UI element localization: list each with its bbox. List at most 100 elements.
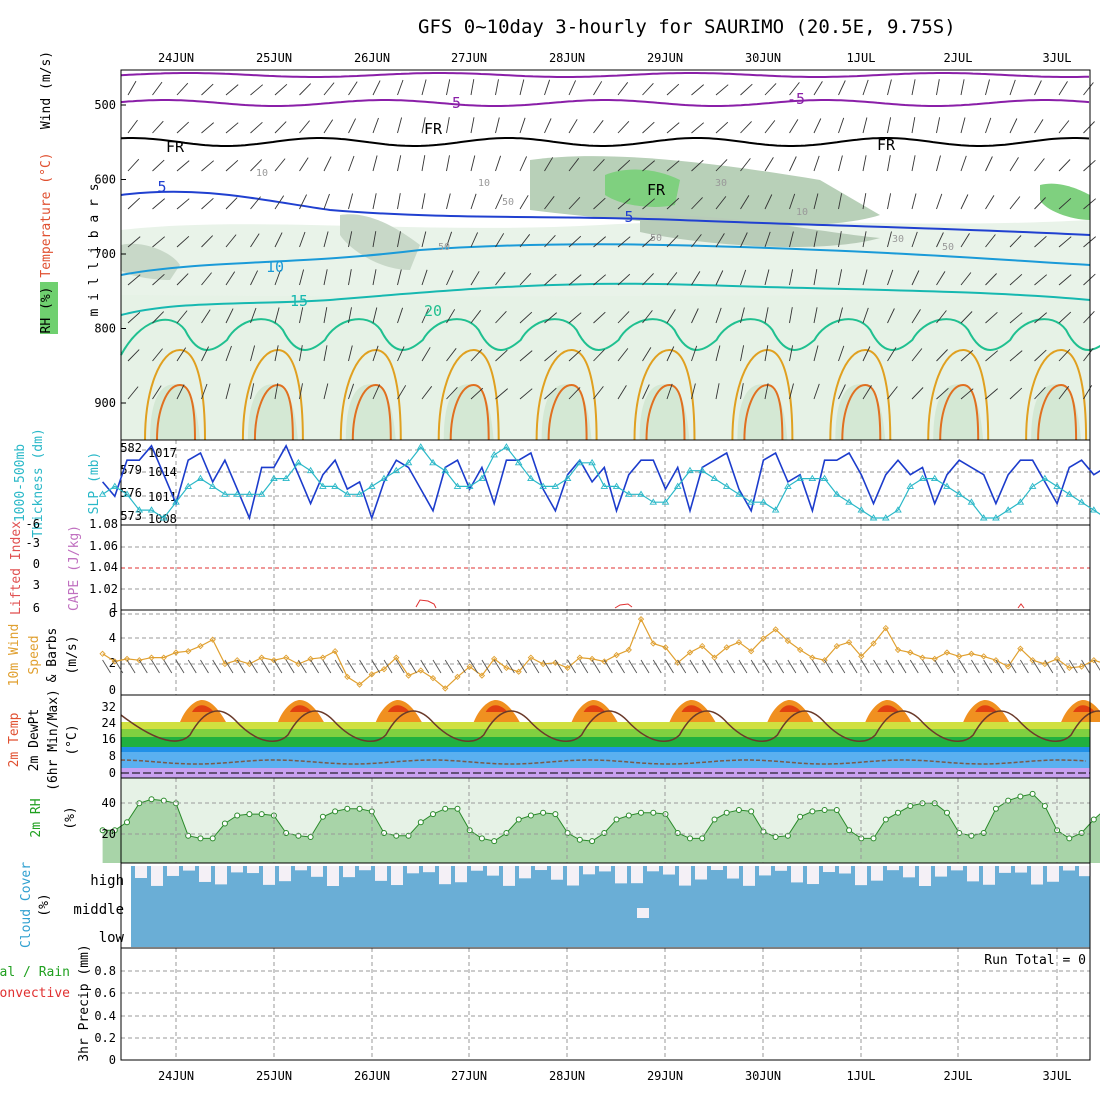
wind-speed-point [331, 648, 339, 655]
rh-point [723, 809, 730, 816]
wind-barb [593, 120, 604, 134]
wind-barb [519, 388, 533, 400]
wind-barb [1083, 121, 1095, 134]
contour-label: 10 [478, 178, 490, 189]
cloud-gap [247, 866, 259, 874]
cloud-gap [407, 866, 419, 874]
wind-speed-point [405, 672, 412, 679]
run-total: Run Total = 0 [984, 953, 1086, 968]
wind-barb [152, 159, 165, 172]
wind-barb [887, 117, 892, 134]
thickness-point [869, 514, 878, 521]
wind-barb [789, 383, 794, 400]
wind-barb [236, 659, 246, 674]
thickness-point [600, 482, 609, 489]
thickness-point [441, 466, 450, 474]
temp-band-hot [975, 705, 998, 712]
wind-barb [544, 312, 557, 324]
bottom-date-label: 25JUN [256, 1069, 292, 1083]
thickness-point [673, 482, 682, 489]
wind-barb [838, 384, 846, 400]
chart-title: GFS 0~10day 3-hourly for SAURIMO (20.5E,… [418, 16, 956, 38]
wind-barb [836, 659, 846, 674]
pressure-axis-label: m i l l i b a r s [87, 183, 102, 316]
thickness-point [245, 490, 254, 497]
wind-barb [1009, 79, 1016, 96]
wind-barb [1009, 273, 1023, 286]
rh-point [197, 835, 204, 842]
wind-barb [1081, 659, 1090, 674]
wind-barb [862, 346, 871, 362]
wind-barb [397, 346, 405, 362]
wind-barb [495, 349, 508, 362]
wind-speed-point [442, 685, 449, 692]
rh-point [246, 811, 253, 818]
wind-barb [838, 345, 845, 362]
wind-barb [715, 270, 724, 286]
thickness-point [282, 474, 290, 482]
wind-barb [446, 155, 450, 172]
wind-barb [862, 307, 869, 324]
rh-point [234, 812, 241, 819]
rh-point [1078, 830, 1085, 836]
wind-barb [887, 308, 895, 324]
cloud-gap [263, 866, 275, 885]
wind-speed-point [833, 642, 840, 650]
wind-barb [249, 659, 258, 674]
cloud-gap [631, 866, 643, 884]
wind-barb [1044, 659, 1054, 674]
wind-barb [813, 345, 819, 362]
wind-speed-point [662, 644, 669, 651]
wind-barb [348, 81, 358, 96]
cloud-gap [231, 866, 243, 873]
wind-barb [1020, 659, 1029, 674]
wind-barb [446, 309, 456, 324]
wind-speed-point [931, 655, 938, 663]
thickness-point [502, 443, 511, 450]
wind-barb [274, 307, 280, 324]
cloud-gap [1079, 866, 1091, 877]
wind-barb [617, 311, 630, 324]
bottom-date-label: 29JUN [647, 1069, 683, 1083]
wind-barb [544, 79, 551, 96]
wind-barb [701, 659, 711, 674]
thickness-point [918, 474, 927, 482]
wind-barb [617, 159, 631, 172]
wind-speed-point [992, 657, 1000, 664]
wind-barb [299, 345, 303, 362]
wind-speed-point [894, 646, 902, 654]
wind-barb [299, 231, 306, 248]
wind-barb [372, 155, 378, 172]
wind-barb [764, 345, 769, 362]
wind-barb [911, 79, 916, 96]
wind-barb [250, 121, 263, 134]
thickness-point [784, 482, 792, 489]
lifted-index-tick: -3 [26, 536, 40, 550]
cloud-gap [839, 866, 851, 874]
thickness-point [637, 490, 645, 497]
wind-barb [799, 659, 809, 674]
wind-barb [127, 119, 138, 134]
cloud-gap [167, 866, 179, 876]
wind-barb [470, 232, 479, 248]
wind-barb [593, 81, 603, 96]
wind-barb [250, 84, 263, 96]
wind-barb [568, 119, 578, 134]
wind-barb [446, 270, 454, 286]
rh-point [589, 838, 596, 845]
wind-barb [176, 82, 189, 96]
wind-barb [628, 659, 638, 674]
rh-axis-label: 2m RH [29, 798, 44, 837]
rh-point [564, 830, 571, 836]
wind-barb [323, 82, 335, 96]
thickness-point [527, 474, 535, 482]
wind-speed-point [601, 658, 608, 665]
rh-shade-low [639, 384, 690, 440]
wind-barb [372, 345, 379, 362]
wind-barb [334, 659, 344, 674]
wind-barb [715, 84, 729, 96]
rh-point [809, 808, 816, 815]
rh-legend-box [40, 282, 58, 334]
rh-point [1066, 835, 1073, 842]
